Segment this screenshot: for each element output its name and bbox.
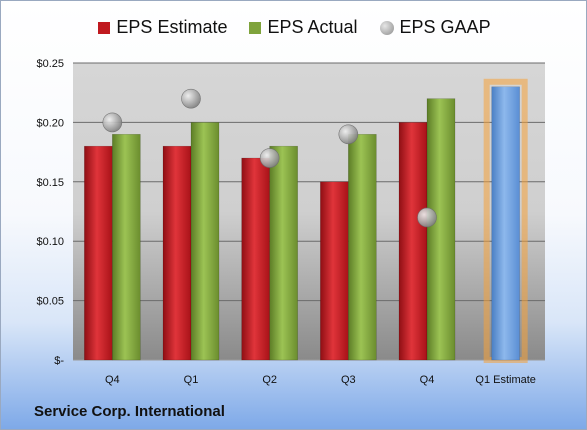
company-name: Service Corp. International — [34, 403, 225, 420]
gaap-marker — [417, 207, 437, 228]
y-tick-label: $0.25 — [36, 58, 64, 70]
x-tick-label: Q2 — [262, 374, 277, 386]
gaap-marker — [102, 112, 123, 133]
bar-eps-actual — [112, 134, 141, 361]
bar-eps-estimate — [241, 157, 270, 361]
gaap-marker — [338, 124, 359, 145]
legend-item-eps-actual: EPS Actual — [249, 17, 358, 38]
legend-label-eps-actual: EPS Actual — [267, 17, 358, 37]
legend-swatch-eps-actual — [249, 21, 262, 34]
x-tick-label: Q4 — [105, 374, 120, 386]
legend-label-eps-gaap: EPS GAAP — [399, 17, 491, 37]
gaap-marker — [181, 88, 201, 109]
bars — [84, 78, 528, 363]
bar-eps-actual — [426, 98, 456, 361]
y-tick-label: $- — [54, 355, 64, 367]
legend-item-eps-gaap: EPS GAAP — [379, 17, 491, 38]
bar-eps-actual — [190, 122, 220, 361]
x-tick-label: Q4 — [420, 374, 435, 386]
x-axis-ticks: Q4 Q1 Q2 Q3 Q4 Q1 Estimate — [105, 374, 536, 386]
bar-q1-estimate — [491, 86, 520, 361]
y-tick-label: $0.10 — [36, 236, 64, 248]
bar-eps-actual — [269, 145, 298, 361]
gaap-markers — [102, 88, 437, 228]
legend-swatch-eps-estimate — [98, 21, 111, 34]
y-axis-ticks: $- $0.05 $0.10 $0.15 $0.20 $0.25 — [36, 58, 64, 367]
gaap-marker — [259, 148, 280, 168]
x-tick-label: Q1 Estimate — [475, 374, 536, 386]
legend-item-eps-estimate: EPS Estimate — [98, 17, 227, 38]
y-tick-label: $0.20 — [36, 117, 64, 129]
x-tick-label: Q1 — [184, 374, 199, 386]
legend-label-eps-estimate: EPS Estimate — [116, 17, 228, 37]
bar-eps-estimate — [398, 122, 428, 361]
bar-eps-estimate — [84, 145, 113, 361]
x-tick-label: Q3 — [341, 374, 356, 386]
plot-area — [73, 63, 545, 360]
legend-swatch-eps-gaap — [379, 20, 394, 35]
bar-eps-estimate — [162, 145, 192, 361]
bar-eps-estimate — [320, 181, 349, 361]
grid-lines — [73, 62, 545, 361]
bar-eps-actual — [348, 134, 377, 361]
y-tick-label: $0.05 — [36, 296, 64, 308]
chart-legend: EPS Estimate EPS Actual EPS GAAP — [1, 17, 586, 38]
y-tick-label: $0.15 — [36, 177, 64, 189]
